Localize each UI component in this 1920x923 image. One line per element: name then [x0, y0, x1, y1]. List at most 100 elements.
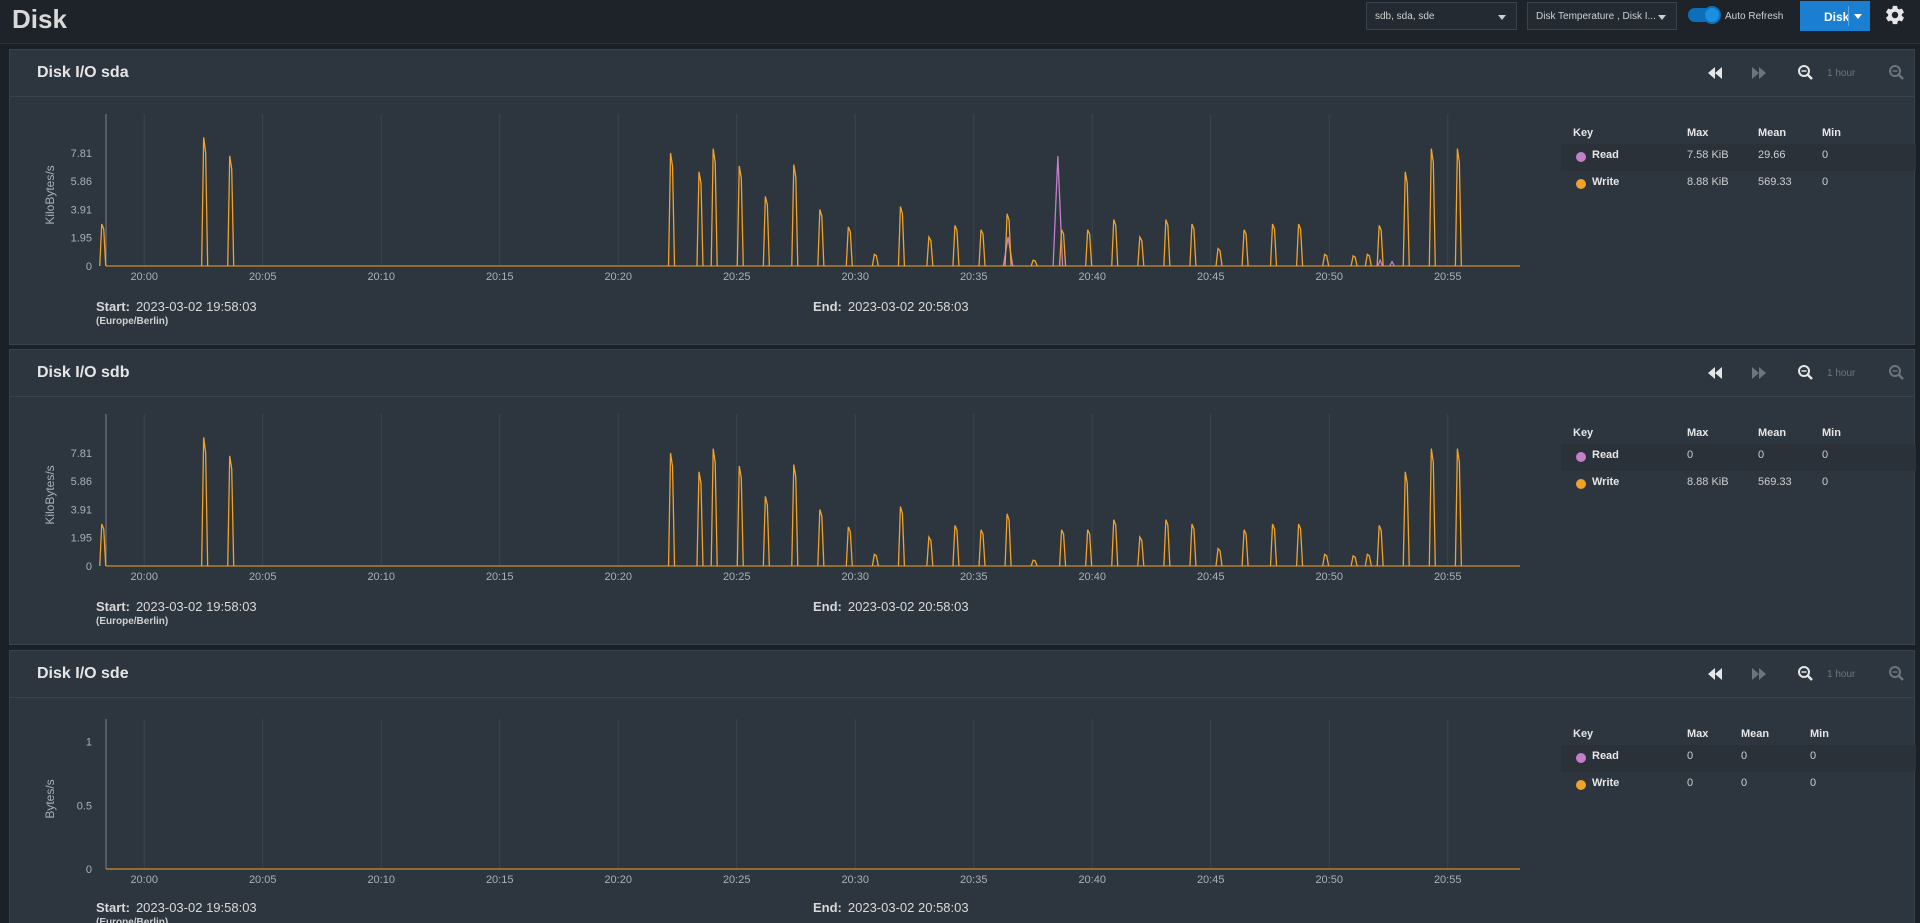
rewind-icon[interactable]	[1705, 364, 1725, 382]
end-time: End: 2023-03-02 20:58:03	[813, 900, 969, 915]
write-spike	[1030, 559, 1038, 567]
zoom-out-button[interactable]	[1796, 64, 1816, 82]
write-spike	[227, 155, 235, 267]
fast-forward-icon[interactable]	[1749, 64, 1769, 82]
write-spike	[1454, 148, 1463, 267]
legend-series-name: Read	[1592, 149, 1619, 161]
y-axis-label: KiloBytes/s	[43, 165, 57, 224]
series-color-dot	[1576, 479, 1586, 489]
gear-icon[interactable]	[1884, 4, 1906, 26]
write-spike	[1189, 223, 1197, 267]
y-tick-label: 5.86	[71, 476, 92, 488]
legend-col-max: Max	[1687, 427, 1709, 439]
zoom-in-button[interactable]	[1887, 64, 1907, 82]
write-spike	[871, 553, 879, 567]
write-spike	[1269, 523, 1278, 567]
write-spike	[1402, 171, 1410, 267]
line-chart: 20:00 20:05 20:10 20:15 20:20 20:25 20:30 20:35…	[43, 719, 1520, 886]
x-tick-label: 20:25	[723, 271, 751, 283]
zoom-out-icon[interactable]	[1796, 64, 1816, 82]
legend-min-value: 0	[1822, 476, 1829, 488]
icon-shape	[1708, 67, 1722, 79]
fast-forward-button[interactable]	[1749, 665, 1769, 683]
legend-row-read[interactable]: Read 0 0 0	[1561, 745, 1916, 772]
zoom-in-icon[interactable]	[1887, 364, 1907, 382]
zoom-in-icon[interactable]	[1887, 64, 1907, 82]
legend-row-write[interactable]: Write 8.88 KiB 569.33 0	[1561, 471, 1916, 498]
zoom-in-button[interactable]	[1887, 665, 1907, 683]
x-tick-label: 20:30	[841, 271, 869, 283]
legend-col-mean: Mean	[1758, 427, 1787, 439]
x-tick-label: 20:35	[960, 874, 988, 886]
fast-forward-button[interactable]	[1749, 364, 1769, 382]
rewind-icon[interactable]	[1705, 64, 1725, 82]
icon-shape	[1889, 666, 1901, 678]
icon-shape	[1889, 365, 1901, 377]
x-tick-label: 20:35	[960, 271, 988, 283]
write-spike	[667, 452, 676, 567]
fast-forward-icon[interactable]	[1749, 665, 1769, 683]
x-tick-label: 20:15	[486, 271, 514, 283]
range-label: 1 hour	[1827, 68, 1856, 79]
read-spike	[1377, 258, 1384, 267]
rewind-button[interactable]	[1705, 64, 1725, 82]
zoom-out-icon[interactable]	[1796, 364, 1816, 382]
disk-menu-button[interactable]: Disk	[1800, 1, 1870, 31]
auto-refresh-label: Auto Refresh	[1725, 11, 1784, 22]
timezone-label: (Europe/Berlin)	[96, 917, 169, 923]
read-spike	[1389, 260, 1395, 267]
legend-row-write[interactable]: Write 0 0 0	[1561, 772, 1916, 799]
metrics-select-value: Disk Temperature , Disk I...	[1536, 11, 1656, 22]
legend-mean-value: 569.33	[1758, 476, 1792, 488]
icon-shape	[1897, 373, 1904, 380]
x-tick-label: 20:55	[1434, 874, 1462, 886]
write-spike	[1428, 148, 1436, 267]
legend-col-min: Min	[1810, 728, 1829, 740]
write-spike	[1058, 229, 1067, 267]
x-tick-label: 20:05	[249, 271, 277, 283]
write-spike	[1215, 547, 1223, 567]
write-spike	[1295, 223, 1304, 267]
x-tick-label: 20:15	[486, 874, 514, 886]
zoom-in-button[interactable]	[1887, 364, 1907, 382]
rewind-button[interactable]	[1705, 364, 1725, 382]
x-tick-label: 20:55	[1434, 571, 1462, 583]
x-tick-label: 20:00	[130, 571, 158, 583]
x-tick-label: 20:30	[841, 874, 869, 886]
write-spike	[1137, 234, 1145, 267]
fast-forward-icon[interactable]	[1749, 364, 1769, 382]
card-title: Disk I/O sde	[37, 665, 129, 682]
write-spike	[926, 534, 934, 567]
fast-forward-button[interactable]	[1749, 64, 1769, 82]
rewind-icon[interactable]	[1705, 665, 1725, 683]
chart-legend: Key Max Mean Min Read 7.58 KiB 29.66 0 Write 8.88…	[1561, 122, 1916, 198]
legend-row-read[interactable]: Read 0 0 0	[1561, 444, 1916, 471]
zoom-in-icon[interactable]	[1887, 665, 1907, 683]
chevron-down-icon[interactable]	[1854, 14, 1862, 19]
write-spike	[1364, 553, 1372, 567]
disks-select-value: sdb, sda, sde	[1375, 11, 1435, 22]
y-tick-label: 3.91	[71, 504, 92, 516]
x-tick-label: 20:45	[1197, 571, 1225, 583]
legend-col-mean: Mean	[1741, 728, 1770, 740]
legend-min-value: 0	[1810, 750, 1817, 762]
x-tick-label: 20:50	[1315, 874, 1343, 886]
x-tick-label: 20:20	[604, 571, 632, 583]
metrics-select[interactable]: Disk Temperature , Disk I...	[1527, 2, 1677, 30]
legend-row-read[interactable]: Read 7.58 KiB 29.66 0	[1561, 144, 1916, 171]
top-bar: Disk sdb, sda, sde Disk Temperature , Di…	[0, 0, 1920, 44]
auto-refresh-toggle[interactable]	[1688, 6, 1721, 24]
x-tick-label: 20:50	[1315, 571, 1343, 583]
write-spike	[952, 525, 960, 567]
zoom-out-icon[interactable]	[1796, 665, 1816, 683]
zoom-out-button[interactable]	[1796, 665, 1816, 683]
y-tick-label: 3.91	[71, 204, 92, 216]
legend-row-write[interactable]: Write 8.88 KiB 569.33 0	[1561, 171, 1916, 198]
legend-mean-value: 0	[1741, 750, 1748, 762]
read-spike	[1052, 156, 1064, 267]
write-spike	[1137, 534, 1145, 567]
rewind-button[interactable]	[1705, 665, 1725, 683]
zoom-out-button[interactable]	[1796, 364, 1816, 382]
chart-legend: Key Max Mean Min Read 0 0 0 Write 0 0 0	[1561, 723, 1916, 799]
disks-select[interactable]: sdb, sda, sde	[1366, 2, 1517, 30]
